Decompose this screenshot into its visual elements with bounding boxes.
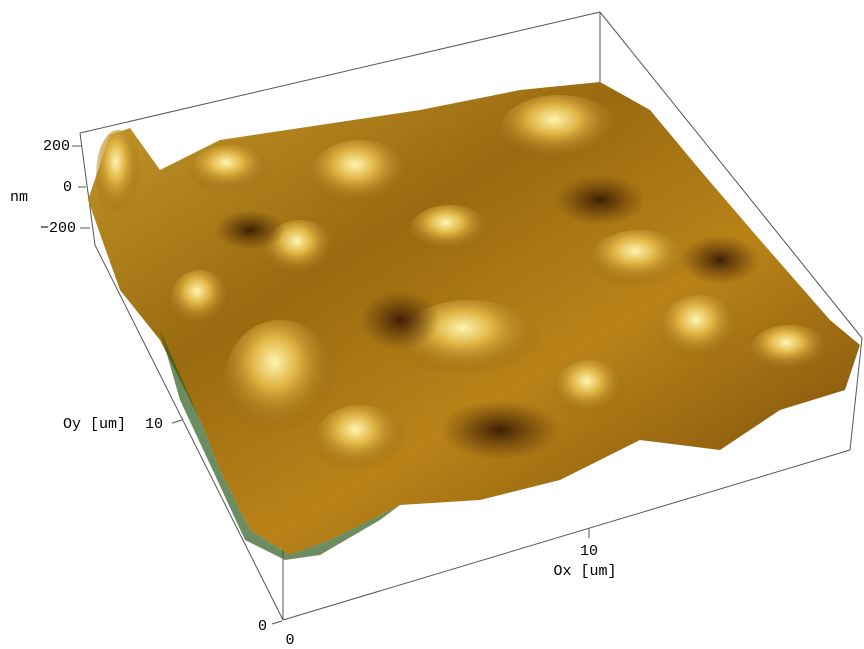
y-tick-label: 10 <box>145 416 163 433</box>
x-axis-label: Ox [um] <box>553 563 616 580</box>
y-axis-label: Oy [um] <box>63 416 126 433</box>
x-tick-label: 10 <box>580 543 598 560</box>
x-axis: 0 10 Ox [um] <box>285 528 617 649</box>
y-axis: Oy [um] 10 0 <box>63 416 283 635</box>
x-tick-label: 0 <box>285 632 294 649</box>
surface <box>88 82 860 560</box>
z-axis-label: nm <box>10 189 28 206</box>
z-tick-label: −200 <box>40 220 76 237</box>
y-tick-label: 0 <box>258 618 267 635</box>
z-axis: 200 0 −200 nm <box>10 138 90 237</box>
bounding-box <box>79 11 863 621</box>
z-tick-label: 200 <box>43 138 70 155</box>
surface-features <box>96 95 830 475</box>
z-tick-label: 0 <box>63 179 72 196</box>
